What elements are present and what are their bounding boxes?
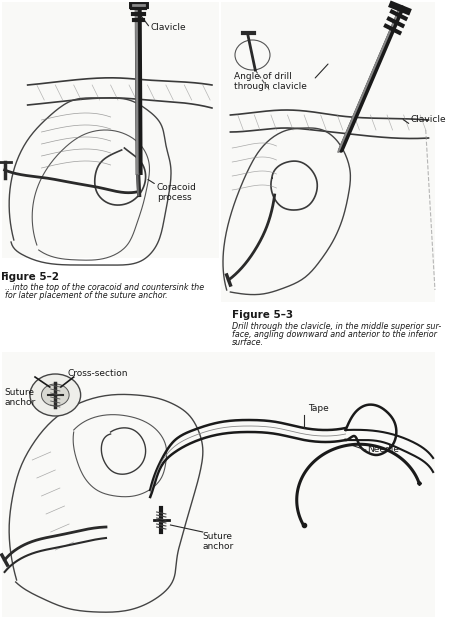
Text: surface.: surface.: [232, 338, 264, 347]
Text: Needle: Needle: [367, 446, 399, 454]
Ellipse shape: [30, 374, 81, 416]
Text: ...into the top of the coracoid and countersink the: ...into the top of the coracoid and coun…: [5, 283, 204, 292]
FancyBboxPatch shape: [221, 2, 435, 302]
Text: Tape: Tape: [308, 404, 328, 413]
Ellipse shape: [41, 384, 69, 406]
Text: face, angling downward and anterior to the inferior: face, angling downward and anterior to t…: [232, 330, 437, 339]
Text: igure 5–2: igure 5–2: [5, 272, 59, 282]
Text: Angle of drill
through clavicle: Angle of drill through clavicle: [234, 72, 307, 91]
Text: Cross-section: Cross-section: [67, 369, 128, 378]
FancyBboxPatch shape: [2, 2, 219, 258]
Text: Clavicle: Clavicle: [411, 115, 447, 125]
Text: for later placement of the suture anchor.: for later placement of the suture anchor…: [5, 291, 167, 300]
Text: Suture
anchor: Suture anchor: [5, 388, 36, 407]
Text: Drill through the clavicle, in the middle superior sur-: Drill through the clavicle, in the middl…: [232, 322, 441, 331]
Text: Suture
anchor: Suture anchor: [203, 532, 234, 551]
Text: Clavicle: Clavicle: [150, 24, 186, 32]
Text: Figure 5–3: Figure 5–3: [232, 310, 293, 320]
FancyBboxPatch shape: [2, 352, 435, 617]
Text: Coracoid
process: Coracoid process: [157, 183, 197, 202]
Text: F: F: [1, 272, 8, 282]
